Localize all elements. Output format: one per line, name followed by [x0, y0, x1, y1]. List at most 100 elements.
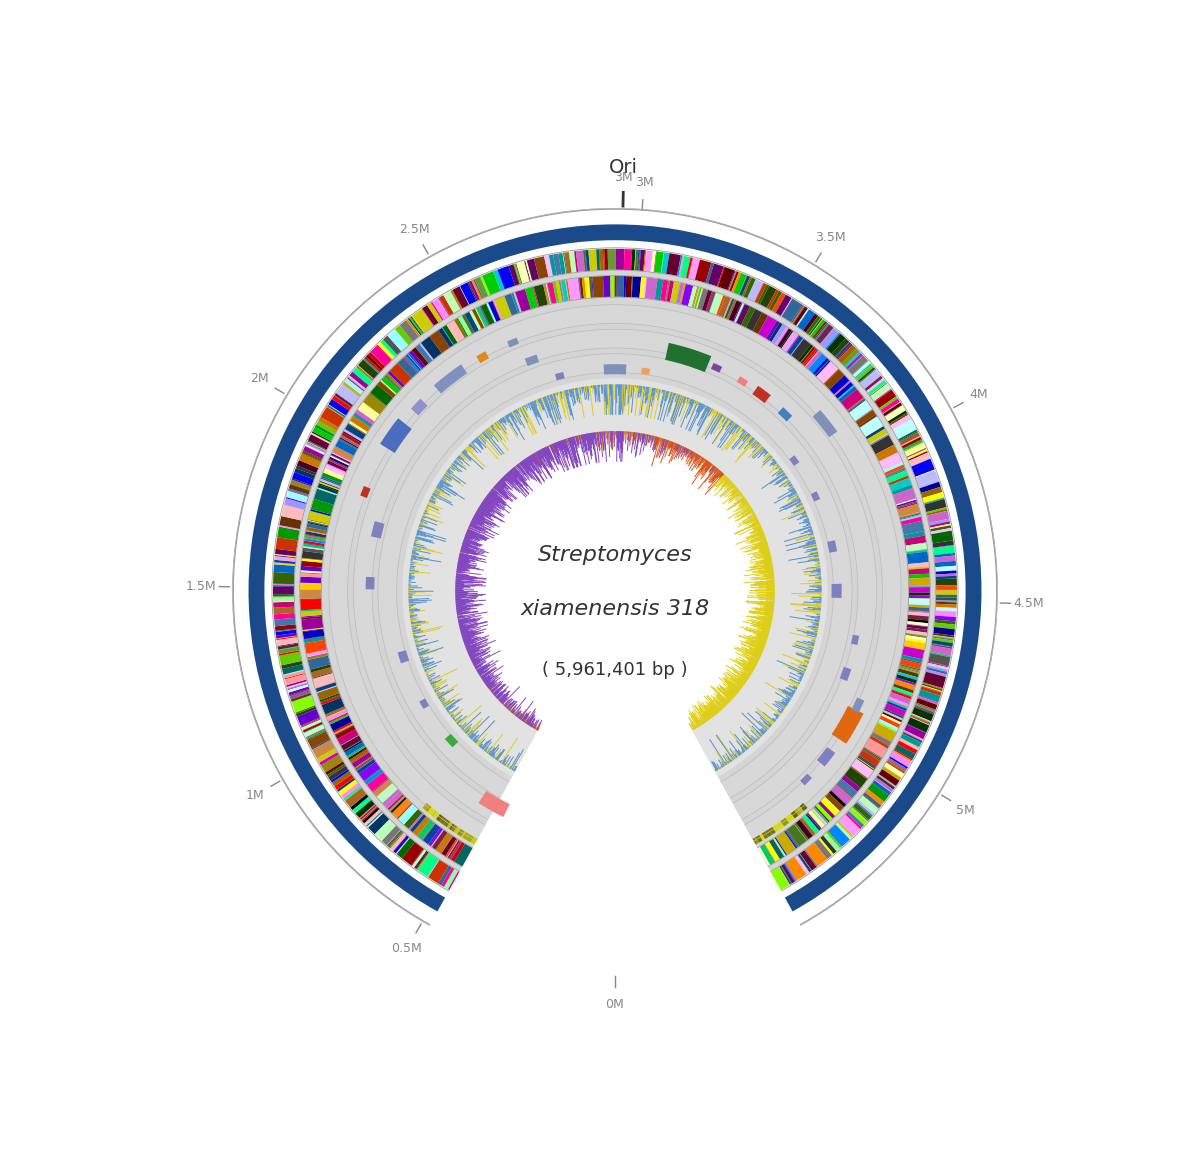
Wedge shape — [796, 309, 809, 326]
Wedge shape — [811, 491, 821, 502]
Wedge shape — [407, 353, 421, 370]
Wedge shape — [794, 808, 802, 815]
Wedge shape — [534, 256, 548, 278]
Wedge shape — [305, 531, 326, 538]
Wedge shape — [302, 627, 323, 631]
Wedge shape — [563, 253, 568, 274]
Wedge shape — [569, 252, 572, 273]
Wedge shape — [385, 374, 401, 390]
Wedge shape — [302, 628, 324, 632]
Wedge shape — [856, 801, 872, 817]
Wedge shape — [880, 397, 898, 411]
Wedge shape — [431, 302, 444, 321]
Wedge shape — [624, 276, 626, 297]
Wedge shape — [781, 298, 803, 322]
Wedge shape — [316, 682, 336, 693]
Wedge shape — [781, 331, 797, 351]
Wedge shape — [635, 249, 636, 270]
Wedge shape — [856, 410, 876, 426]
Wedge shape — [307, 441, 326, 452]
Wedge shape — [679, 283, 686, 304]
Wedge shape — [836, 778, 858, 798]
Text: 2.5M: 2.5M — [400, 222, 430, 235]
Wedge shape — [338, 440, 358, 450]
Wedge shape — [742, 307, 755, 328]
Wedge shape — [289, 484, 310, 495]
Wedge shape — [907, 625, 928, 629]
Wedge shape — [329, 714, 349, 724]
Wedge shape — [709, 292, 716, 312]
Wedge shape — [778, 329, 792, 347]
Wedge shape — [302, 548, 324, 553]
Wedge shape — [644, 250, 653, 271]
Wedge shape — [514, 292, 522, 312]
Wedge shape — [665, 343, 712, 372]
Wedge shape — [546, 283, 551, 304]
Wedge shape — [876, 776, 895, 790]
Wedge shape — [893, 419, 917, 439]
Wedge shape — [779, 866, 791, 885]
Wedge shape — [312, 739, 335, 758]
Wedge shape — [432, 298, 449, 319]
Wedge shape — [631, 276, 632, 297]
Wedge shape — [906, 627, 928, 633]
Wedge shape — [899, 666, 919, 672]
Wedge shape — [288, 683, 307, 690]
Wedge shape — [793, 307, 805, 324]
Wedge shape — [322, 473, 342, 483]
Wedge shape — [784, 818, 788, 824]
Wedge shape — [846, 353, 863, 370]
Wedge shape — [884, 405, 902, 417]
Wedge shape — [692, 287, 700, 308]
Wedge shape — [416, 853, 430, 870]
Wedge shape — [901, 734, 922, 748]
Wedge shape — [907, 449, 928, 460]
Wedge shape — [312, 673, 335, 688]
Wedge shape — [836, 784, 852, 798]
Wedge shape — [766, 830, 772, 837]
Wedge shape — [875, 777, 893, 792]
Wedge shape — [936, 600, 956, 601]
Wedge shape — [800, 773, 812, 785]
Wedge shape — [514, 264, 520, 284]
Wedge shape — [576, 250, 584, 271]
Wedge shape — [311, 498, 334, 515]
Wedge shape — [394, 835, 407, 852]
Wedge shape — [883, 462, 904, 473]
Wedge shape — [677, 255, 683, 276]
Wedge shape — [307, 655, 330, 669]
Wedge shape — [802, 347, 817, 365]
Wedge shape — [472, 310, 481, 329]
Wedge shape — [390, 797, 407, 813]
Wedge shape — [851, 766, 868, 779]
Wedge shape — [408, 318, 421, 336]
Wedge shape — [936, 601, 956, 605]
Wedge shape — [936, 585, 956, 587]
Wedge shape — [799, 853, 812, 870]
Text: 4M: 4M — [970, 387, 989, 400]
Wedge shape — [281, 504, 305, 521]
Wedge shape — [881, 399, 900, 413]
Wedge shape — [296, 709, 320, 725]
Wedge shape — [912, 707, 934, 722]
Wedge shape — [908, 562, 929, 567]
Wedge shape — [884, 464, 905, 475]
Wedge shape — [533, 287, 539, 307]
Wedge shape — [322, 697, 344, 715]
Wedge shape — [916, 703, 935, 711]
Wedge shape — [918, 696, 938, 706]
Wedge shape — [791, 305, 804, 323]
Wedge shape — [744, 277, 756, 298]
Wedge shape — [276, 636, 298, 646]
Wedge shape — [295, 706, 316, 714]
Wedge shape — [712, 363, 722, 373]
Wedge shape — [884, 405, 906, 421]
Wedge shape — [432, 830, 448, 849]
Wedge shape — [317, 421, 336, 434]
Wedge shape — [928, 511, 949, 523]
Wedge shape — [875, 779, 892, 792]
Wedge shape — [929, 522, 950, 528]
Wedge shape — [888, 760, 906, 772]
Text: 2M: 2M — [251, 372, 269, 385]
Wedge shape — [778, 821, 784, 828]
